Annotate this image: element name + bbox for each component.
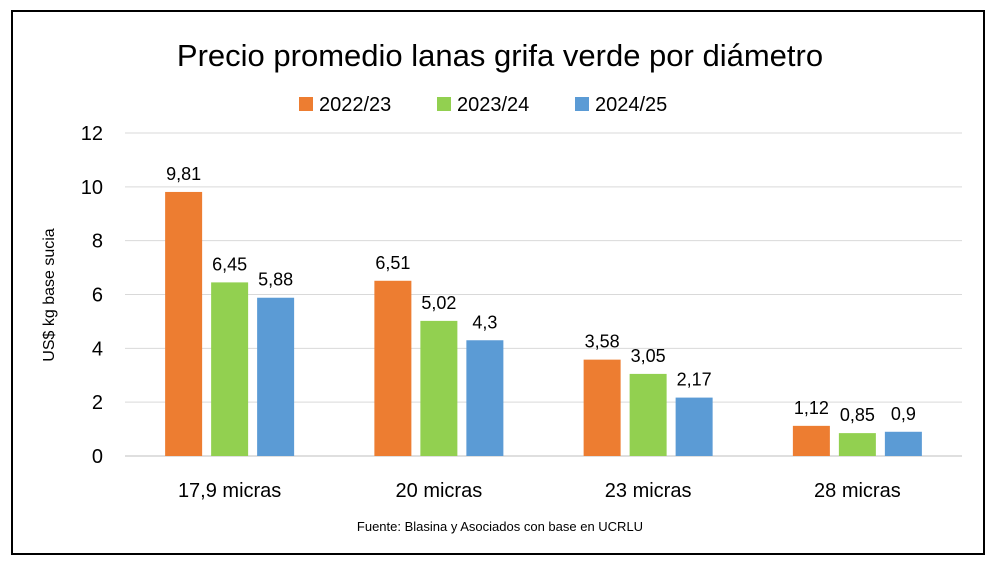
legend-label: 2024/25 bbox=[595, 94, 667, 116]
y-tick-label: 4 bbox=[92, 338, 103, 360]
y-tick-label: 10 bbox=[81, 177, 103, 199]
x-tick-label: 23 micras bbox=[605, 480, 692, 502]
legend-label: 2022/23 bbox=[319, 94, 391, 116]
data-label: 3,58 bbox=[585, 332, 620, 352]
x-tick-label: 17,9 micras bbox=[178, 480, 281, 502]
legend-swatch bbox=[299, 97, 313, 111]
y-axis-ticks: 0 2 4 6 8 10 12 bbox=[81, 123, 103, 468]
data-label: 3,05 bbox=[631, 346, 666, 366]
bar bbox=[257, 297, 295, 456]
gridlines bbox=[125, 132, 962, 457]
data-label: 1,12 bbox=[794, 398, 829, 418]
bar bbox=[675, 397, 713, 456]
data-label: 4,3 bbox=[472, 312, 497, 332]
data-labels: 9,81 6,45 5,88 6,51 5,02 4,3 3,58 3,05 2,17 1,12 0… bbox=[166, 164, 916, 425]
bar bbox=[466, 340, 504, 456]
bar bbox=[792, 425, 830, 456]
bar bbox=[211, 282, 249, 456]
bar bbox=[884, 431, 922, 456]
data-label: 6,45 bbox=[212, 254, 247, 274]
source-note: Fuente: Blasina y Asociados con base en … bbox=[357, 519, 643, 534]
bar bbox=[420, 320, 458, 456]
x-tick-label: 28 micras bbox=[814, 480, 901, 502]
data-label: 6,51 bbox=[375, 253, 410, 273]
y-tick-label: 12 bbox=[81, 123, 103, 145]
bar bbox=[374, 280, 412, 456]
data-label: 5,02 bbox=[421, 293, 456, 313]
legend-swatch bbox=[437, 97, 451, 111]
data-label: 5,88 bbox=[258, 270, 293, 290]
x-tick-label: 20 micras bbox=[396, 480, 483, 502]
bar bbox=[629, 373, 667, 456]
data-label: 2,17 bbox=[677, 370, 712, 390]
bar bbox=[583, 359, 621, 456]
bar bbox=[165, 191, 203, 456]
data-label: 0,85 bbox=[840, 405, 875, 425]
legend: 2022/23 2023/24 2024/25 bbox=[299, 94, 667, 116]
y-tick-label: 0 bbox=[92, 446, 103, 468]
bars bbox=[165, 191, 922, 456]
data-label: 9,81 bbox=[166, 164, 201, 184]
y-tick-label: 2 bbox=[92, 392, 103, 414]
legend-label: 2023/24 bbox=[457, 94, 529, 116]
bar bbox=[838, 433, 876, 456]
chart-title: Precio promedio lanas grifa verde por di… bbox=[177, 38, 823, 73]
data-label: 0,9 bbox=[891, 404, 916, 424]
y-tick-label: 6 bbox=[92, 285, 103, 307]
y-axis-label: US$ kg base sucia bbox=[41, 228, 58, 362]
y-tick-label: 8 bbox=[92, 231, 103, 253]
legend-swatch bbox=[575, 97, 589, 111]
x-axis-categories: 17,9 micras 20 micras 23 micras 28 micras bbox=[178, 480, 901, 502]
